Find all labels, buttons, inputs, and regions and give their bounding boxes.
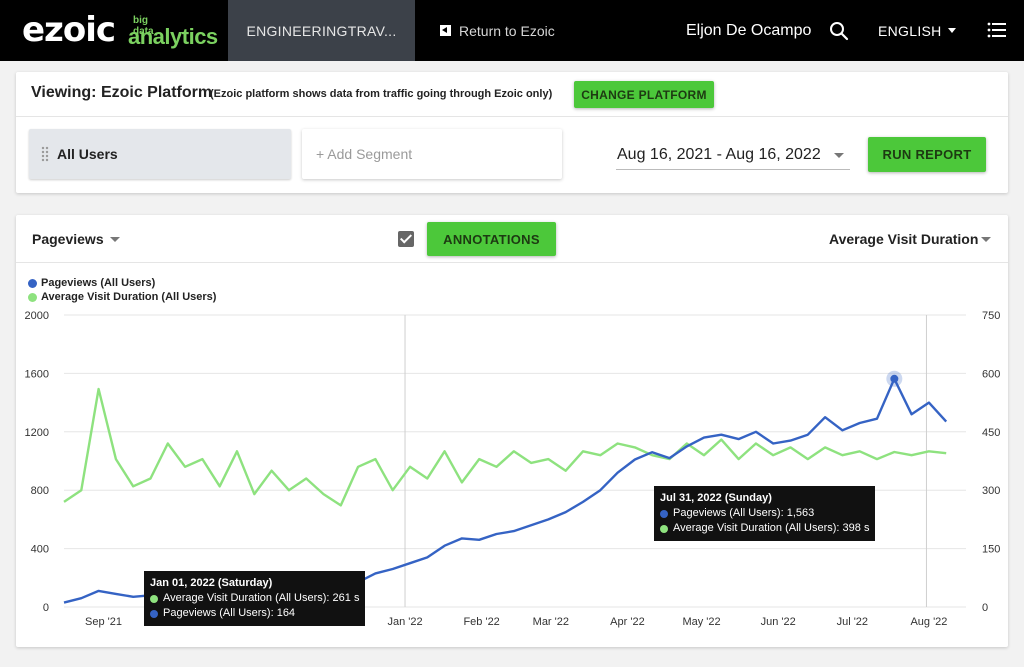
chevron-down-icon [947,28,956,33]
legend-item-duration[interactable]: Average Visit Duration (All Users) [28,290,216,304]
y-left-tick-label: 1200 [25,427,49,439]
duration-series-line [63,387,947,507]
change-platform-button[interactable]: CHANGE PLATFORM [574,81,714,108]
series-dot [660,509,668,518]
right-metric-label: Average Visit Duration [829,231,979,247]
x-tick-label: Jan '22 [387,616,422,628]
tooltip-title: Jan 01, 2022 (Saturday) [150,577,273,589]
y-left-tick-label: 400 [31,544,49,556]
logo-subtitle: analytics [128,24,218,49]
chart-legend: Pageviews (All Users) Average Visit Dura… [28,276,216,304]
series-dot [150,594,158,603]
search-icon[interactable] [829,21,849,41]
legend-label: Average Visit Duration (All Users) [41,291,217,303]
tooltip-value: Average Visit Duration (All Users): 261 … [163,592,360,604]
report-settings-card: Viewing: Ezoic Platform (Ezoic platform … [16,72,1008,193]
y-right-tick-label: 150 [982,544,1000,556]
chart-tooltip: Jul 31, 2022 (Sunday) Pageviews (All Use… [654,486,876,541]
run-report-button[interactable]: RUN REPORT [868,137,986,172]
left-metric-dropdown[interactable]: Pageviews [32,231,120,247]
x-tick-label: Jun '22 [761,616,796,628]
date-range-value: Aug 16, 2021 - Aug 16, 2022 [617,145,821,163]
platform-header: Viewing: Ezoic Platform (Ezoic platform … [16,72,1008,117]
y-left-tick-label: 1600 [25,368,49,380]
return-label: Return to Ezoic [459,22,555,39]
legend-dot [28,292,37,302]
date-range-picker[interactable]: Aug 16, 2021 - Aug 16, 2022 [616,140,850,170]
segment-all-users[interactable]: All Users [29,129,291,179]
viewing-title: Viewing: Ezoic Platform [31,84,213,101]
tooltip-value: Pageviews (All Users): 1,563 [673,507,815,519]
legend-item-pageviews[interactable]: Pageviews (All Users) [28,276,216,290]
back-arrow-icon [440,25,451,36]
chevron-down-icon [110,237,120,242]
series-dot [150,609,158,618]
x-tick-label: Jul '22 [837,616,868,628]
left-metric-label: Pageviews [32,231,104,247]
logo-wordmark: ezoic [22,10,116,50]
y-left-tick-label: 2000 [25,310,49,322]
x-tick-label: Sep '21 [85,616,122,628]
series-dot [660,524,668,533]
tooltip-row: Average Visit Duration (All Users): 261 … [150,591,359,606]
tooltip-row: Average Visit Duration (All Users): 398 … [660,521,869,536]
return-to-ezoic-link[interactable]: Return to Ezoic [440,0,555,61]
x-tick-label: Aug '22 [910,616,947,628]
drag-handle-icon[interactable] [41,146,49,162]
x-tick-label: Mar '22 [533,616,569,628]
hover-point [890,374,899,383]
tooltip-row: Pageviews (All Users): 164 [150,606,359,621]
tooltip-row: Pageviews (All Users): 1,563 [660,506,869,521]
logo-small-text: big data [133,15,154,37]
chevron-down-icon [834,153,844,158]
legend-dot [28,278,37,288]
y-right-tick-label: 750 [982,310,1000,322]
annotations-button[interactable]: ANNOTATIONS [427,222,556,256]
add-segment-input[interactable]: + Add Segment [302,129,562,179]
top-navigation-bar: ezoic big data analytics ENGINEERINGTRAV… [0,0,1024,61]
tooltip-title: Jul 31, 2022 (Sunday) [660,492,772,504]
x-tick-label: Apr '22 [610,616,645,628]
right-metric-dropdown[interactable]: Average Visit Duration [829,231,991,247]
platform-note: (Ezoic platform shows data from traffic … [210,88,553,100]
tooltip-value: Average Visit Duration (All Users): 398 … [673,522,870,534]
y-right-tick-label: 300 [982,485,1000,497]
list-menu-icon[interactable] [987,22,1006,38]
site-selector-tab[interactable]: ENGINEERINGTRAV... [228,0,415,61]
chevron-down-icon [981,237,991,242]
user-name[interactable]: Eljon De Ocampo [686,21,812,39]
y-left-tick-label: 800 [31,485,49,497]
tooltip-value: Pageviews (All Users): 164 [163,607,296,619]
segment-label: All Users [57,146,118,162]
annotations-checkbox[interactable] [398,231,414,247]
language-label: ENGLISH [878,22,942,39]
chart-tooltip: Jan 01, 2022 (Saturday) Average Visit Du… [144,571,366,626]
x-tick-label: Feb '22 [463,616,499,628]
language-selector[interactable]: ENGLISH [878,0,956,61]
y-left-tick-label: 0 [43,602,49,614]
y-right-tick-label: 0 [982,602,988,614]
chart-toolbar: Pageviews ANNOTATIONS Average Visit Dura… [16,215,1008,263]
y-right-tick-label: 450 [982,427,1000,439]
y-right-tick-label: 600 [982,368,1000,380]
legend-label: Pageviews (All Users) [41,277,156,289]
x-tick-label: May '22 [682,616,720,628]
chart-card: Pageviews ANNOTATIONS Average Visit Dura… [16,215,1008,647]
